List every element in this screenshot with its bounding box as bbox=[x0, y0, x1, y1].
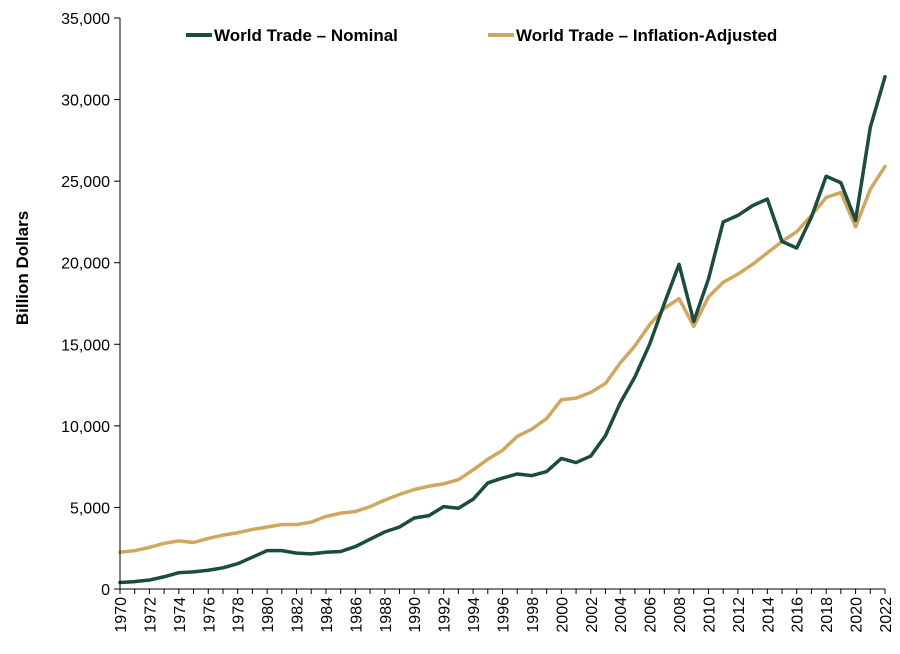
x-tick-label: 2006 bbox=[643, 597, 660, 633]
x-tick-label: 2004 bbox=[613, 597, 630, 633]
legend: World Trade – Nominal World Trade – Infla… bbox=[186, 26, 777, 45]
x-tick-label: 2008 bbox=[672, 597, 689, 633]
x-tick-label: 1978 bbox=[231, 597, 248, 633]
x-tick-label: 2002 bbox=[584, 597, 601, 633]
x-tick-label: 1992 bbox=[437, 597, 454, 633]
x-tick-label: 2022 bbox=[878, 597, 895, 633]
x-tick-label: 1988 bbox=[378, 597, 395, 633]
x-tick-label: 1984 bbox=[319, 597, 336, 633]
x-tick-label: 2010 bbox=[701, 597, 718, 633]
y-tick-label: 35,000 bbox=[61, 11, 110, 28]
x-tick-label: 1998 bbox=[525, 597, 542, 633]
legend-label: World Trade – Inflation-Adjusted bbox=[516, 26, 777, 45]
x-tick-label: 1996 bbox=[496, 597, 513, 633]
x-tick-label: 2014 bbox=[760, 597, 777, 633]
x-axis-ticks: 1970 1972 1974 1976 1978 1980 1982 1984 1986 1988… bbox=[113, 589, 895, 633]
x-tick-label: 1972 bbox=[142, 597, 159, 633]
x-tick-label: 2020 bbox=[849, 597, 866, 633]
y-tick-label: 20,000 bbox=[61, 256, 110, 273]
y-tick-label: 5,000 bbox=[70, 500, 110, 517]
x-tick-label: 1986 bbox=[348, 597, 365, 633]
y-tick-label: 0 bbox=[101, 582, 110, 599]
y-axis-title: Billion Dollars bbox=[13, 211, 32, 325]
y-tick-label: 25,000 bbox=[61, 174, 110, 191]
x-tick-label: 2016 bbox=[790, 597, 807, 633]
y-axis-ticks: 0 5,000 10,000 15,000 20,000 25,000 30,000 35,0… bbox=[61, 11, 120, 599]
x-tick-label: 1974 bbox=[172, 597, 189, 633]
series-line-nominal bbox=[118, 74, 887, 585]
x-tick-label: 1994 bbox=[466, 597, 483, 633]
x-tick-label: 2018 bbox=[819, 597, 836, 633]
x-tick-label: 1980 bbox=[260, 597, 277, 633]
x-tick-label: 1976 bbox=[201, 597, 218, 633]
series-layer bbox=[118, 74, 887, 585]
y-tick-label: 15,000 bbox=[61, 337, 110, 354]
legend-item-inflation-adjusted: World Trade – Inflation-Adjusted bbox=[488, 26, 777, 45]
x-tick-label: 1990 bbox=[407, 597, 424, 633]
x-tick-label: 1982 bbox=[290, 597, 307, 633]
legend-item-nominal: World Trade – Nominal bbox=[186, 26, 398, 45]
series-line-inflation-adjusted bbox=[118, 164, 887, 555]
x-tick-label: 2012 bbox=[731, 597, 748, 633]
legend-label: World Trade – Nominal bbox=[214, 26, 398, 45]
x-tick-label: 1970 bbox=[113, 597, 130, 633]
x-tick-label: 2000 bbox=[554, 597, 571, 633]
y-tick-label: 10,000 bbox=[61, 419, 110, 436]
y-tick-label: 30,000 bbox=[61, 93, 110, 110]
